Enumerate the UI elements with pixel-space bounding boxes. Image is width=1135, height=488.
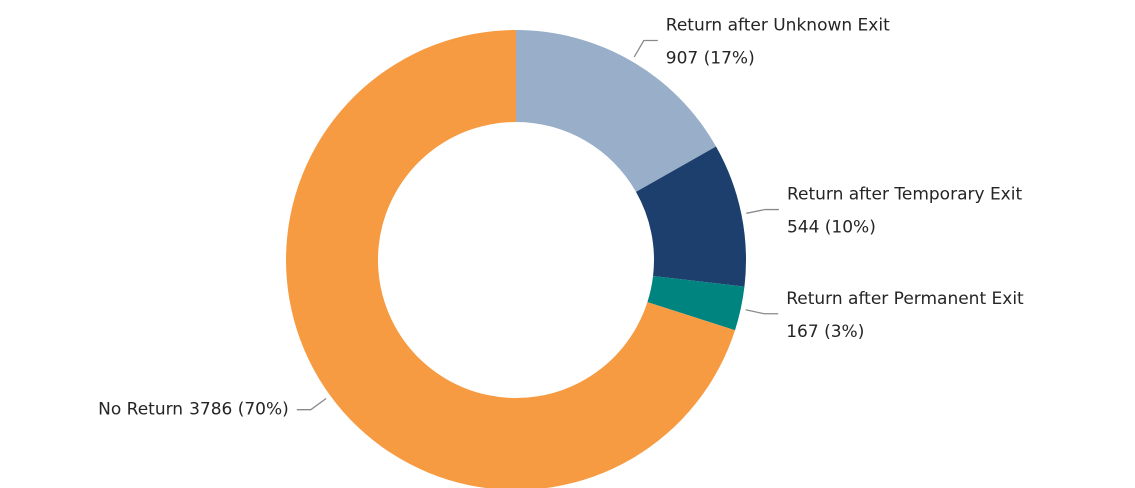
slice-label: No Return xyxy=(98,400,183,420)
slice-value-label: 167 (3%) xyxy=(786,322,864,342)
slice-label: Return after Permanent Exit xyxy=(786,289,1024,309)
leader-line xyxy=(296,397,327,411)
slice-label: Return after Temporary Exit xyxy=(787,185,1023,205)
slice-value-label: 907 (17%) xyxy=(666,48,755,68)
slice-value-label: 544 (10%) xyxy=(787,218,876,238)
leader-line xyxy=(745,309,779,315)
slice-label-group: No Return 3786 (70%) xyxy=(98,400,289,420)
slice-value-label: 3786 (70%) xyxy=(189,400,289,420)
donut-slice xyxy=(286,30,736,488)
slice-label: Return after Unknown Exit xyxy=(666,15,890,35)
donut-slice xyxy=(636,146,747,287)
leader-line xyxy=(746,208,779,214)
donut-slice xyxy=(647,276,745,331)
leader-line xyxy=(633,39,658,58)
donut-slice xyxy=(516,30,717,192)
